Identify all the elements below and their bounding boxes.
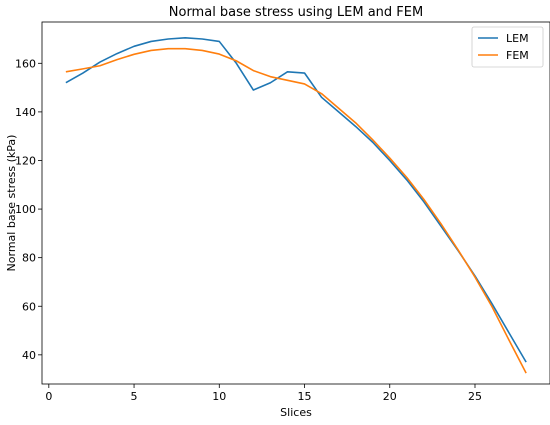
x-axis-label: Slices bbox=[280, 406, 312, 419]
y-axis-label: Normal base stress (kPa) bbox=[5, 135, 18, 272]
y-axis-ticks: 40 60 80 100 120 140 160 bbox=[15, 57, 42, 362]
x-tick-label: 15 bbox=[298, 390, 312, 403]
y-tick-label: 60 bbox=[22, 300, 36, 313]
x-tick-label: 10 bbox=[212, 390, 226, 403]
y-tick-label: 160 bbox=[15, 57, 36, 70]
series-line-fem bbox=[65, 47, 527, 374]
plot-frame bbox=[41, 21, 550, 385]
x-tick-label: 0 bbox=[45, 390, 52, 403]
legend-label-lem: LEM bbox=[506, 32, 529, 45]
y-tick-label: 80 bbox=[22, 252, 36, 265]
x-tick-label: 20 bbox=[383, 390, 397, 403]
y-tick-label: 40 bbox=[22, 349, 36, 362]
chart-title: Normal base stress using LEM and FEM bbox=[169, 5, 423, 20]
y-tick-label: 120 bbox=[15, 154, 36, 167]
x-tick-label: 5 bbox=[131, 390, 138, 403]
series-line-lem bbox=[65, 36, 527, 363]
y-tick-label: 140 bbox=[15, 106, 36, 119]
plot-area bbox=[42, 22, 550, 384]
series-layer bbox=[65, 36, 527, 374]
x-tick-label: 25 bbox=[468, 390, 482, 403]
y-tick-label: 100 bbox=[15, 203, 36, 216]
legend: LEM FEM bbox=[471, 26, 544, 68]
legend-label-fem: FEM bbox=[506, 49, 529, 62]
legend-box bbox=[471, 26, 544, 68]
x-axis-ticks: 0 5 10 15 20 25 bbox=[45, 384, 482, 403]
